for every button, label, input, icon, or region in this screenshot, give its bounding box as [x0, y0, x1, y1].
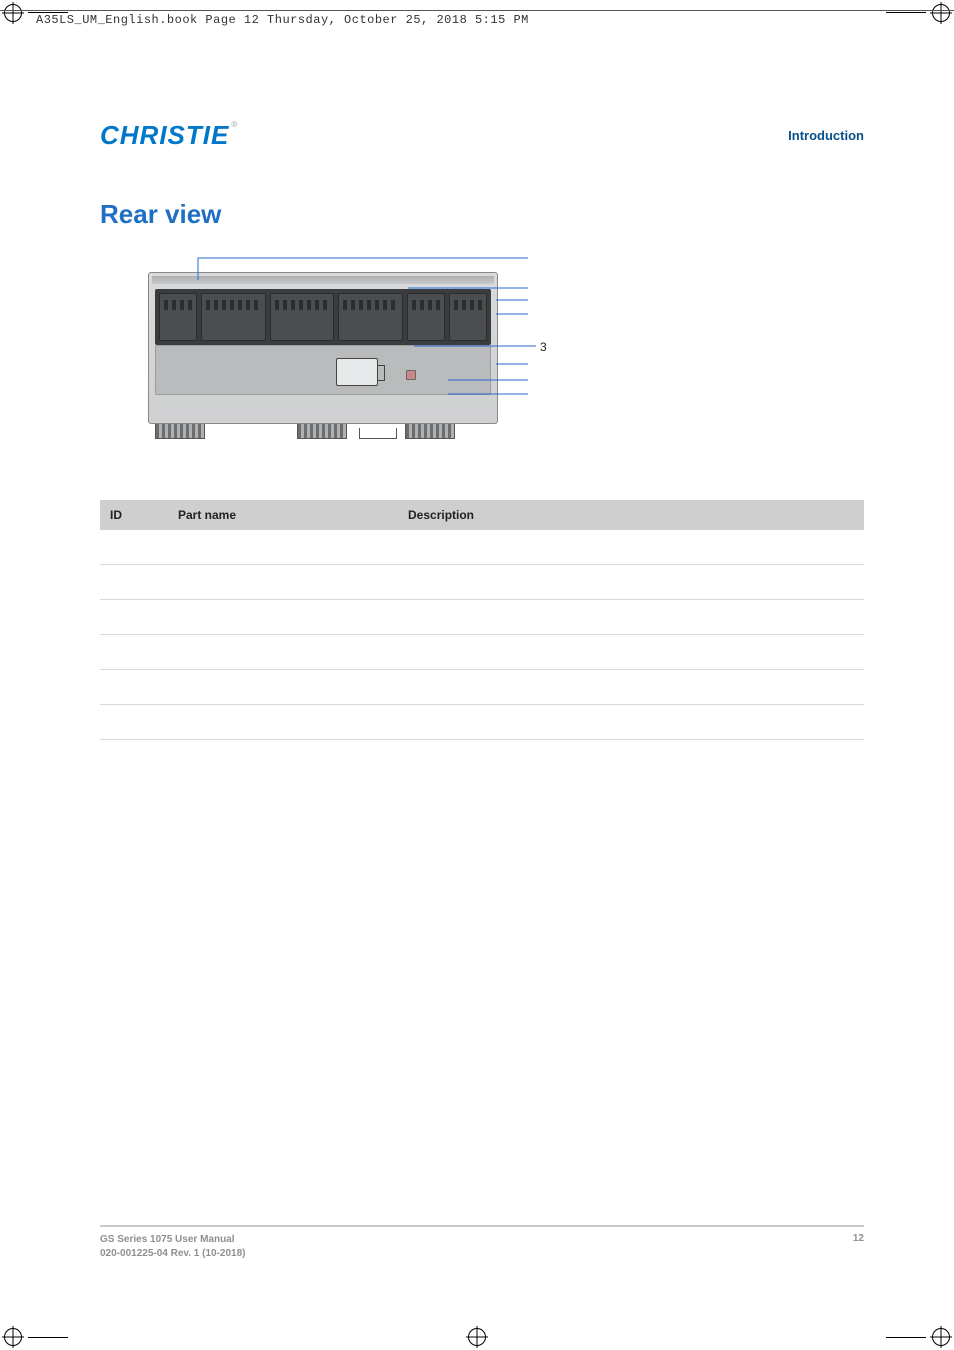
cell-desc: Connects to the supplied power adapter. [398, 600, 864, 635]
page-title: Rear view [100, 199, 864, 230]
cell-id: 3 [100, 600, 168, 635]
cell-id: 6 [100, 705, 168, 740]
cell-name: Kensington lock [168, 670, 398, 705]
table-row: 5 Kensington lock Attaches to a security… [100, 670, 864, 705]
cell-desc: Connects to the input and output devices… [398, 565, 864, 600]
cell-id: 5 [100, 670, 168, 705]
table-row: 6 Rear IR sensor Receives IR signal from… [100, 705, 864, 740]
page-footer: GS Series 1075 User Manual 020-001225-04… [100, 1225, 864, 1260]
cell-name: Power switch [168, 635, 398, 670]
table-row: 4 Power switch Turns on or off the proje… [100, 635, 864, 670]
crop-mark [926, 1322, 954, 1350]
cell-desc: Attaches to a security cable. [398, 670, 864, 705]
page-number: 12 [853, 1233, 864, 1260]
table-row: 2 I/O panel Connects to the input and ou… [100, 565, 864, 600]
section-label: Introduction [788, 128, 864, 143]
leader-lines [148, 254, 578, 444]
registered-mark: ® [231, 120, 238, 129]
col-id: ID [100, 500, 168, 530]
cell-id: 2 [100, 565, 168, 600]
table-header-row: ID Part name Description [100, 500, 864, 530]
cell-id: 4 [100, 635, 168, 670]
manual-docnum: 020-001225-04 Rev. 1 (10-2018) [100, 1247, 245, 1261]
footer-left: GS Series 1075 User Manual 020-001225-04… [100, 1233, 245, 1260]
crop-mark [463, 1322, 491, 1350]
parts-table-body: 1 Built-in keypad Controls the projector… [100, 530, 864, 740]
cell-name: I/O panel [168, 565, 398, 600]
cell-name: AC inlet [168, 600, 398, 635]
table-row: 1 Built-in keypad Controls the projector… [100, 530, 864, 565]
brand-text: CHRISTIE [100, 120, 229, 150]
cell-desc: Receives IR signal from remote keypad. [398, 705, 864, 740]
manual-title: GS Series 1075 User Manual [100, 1233, 245, 1247]
parts-table: ID Part name Description 1 Built-in keyp… [100, 500, 864, 740]
col-name: Part name [168, 500, 398, 530]
cell-id: 1 [100, 530, 168, 565]
cell-desc: Turns on or off the projector. [398, 635, 864, 670]
print-header-text: A35LS_UM_English.book Page 12 Thursday, … [36, 13, 529, 27]
print-header-strip: A35LS_UM_English.book Page 12 Thursday, … [0, 10, 954, 27]
table-row: 3 AC inlet Connects to the supplied powe… [100, 600, 864, 635]
page-header: CHRISTIE® Introduction [100, 120, 864, 151]
cell-name: Rear IR sensor [168, 705, 398, 740]
brand-logo: CHRISTIE® [100, 120, 238, 151]
cell-name: Built-in keypad [168, 530, 398, 565]
page-content: CHRISTIE® Introduction Rear view [100, 120, 864, 1260]
cell-desc: Controls the projector. [398, 530, 864, 565]
rear-view-figure: 3 [148, 254, 578, 444]
callout-number: 3 [540, 340, 547, 354]
crop-mark [0, 1322, 28, 1350]
col-desc: Description [398, 500, 864, 530]
